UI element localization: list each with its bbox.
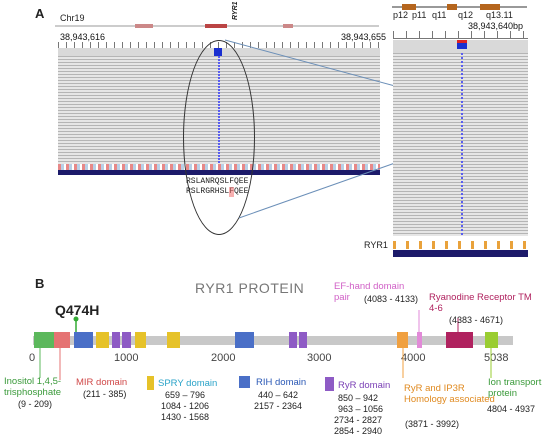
axis-tick-3000: 3000 — [307, 352, 332, 364]
ryr-range-4: 2854 - 2940 — [334, 426, 383, 436]
ruler-right — [393, 31, 528, 39]
ryanodine-range: (4383 - 4671) — [449, 315, 504, 325]
coord-left: 38,943,616 — [60, 32, 106, 42]
rih-range-2: 2157 - 2364 — [254, 401, 303, 411]
spry-range-2: 1084 - 1206 — [161, 401, 210, 411]
ryr-range-1: 850 – 942 — [338, 393, 379, 403]
axis-tick-2000: 2000 — [211, 352, 236, 364]
domain-ryanodine — [446, 332, 473, 348]
inositol-title: Inositol 1,4,5-trisphosphate — [4, 376, 62, 398]
ryr-ip3r-range: (3871 - 3992) — [405, 419, 460, 429]
chrom-ideogram-left — [55, 22, 379, 30]
inositol-range: (9 - 209) — [18, 399, 53, 409]
spry-range-3: 1430 - 1568 — [161, 412, 210, 422]
highlight-ellipse — [183, 40, 255, 235]
ryanodine-title: Ryanodine Receptor TM 4-6 — [429, 292, 532, 314]
domain-spry-3 — [167, 332, 180, 348]
domain-spry-1 — [96, 332, 109, 348]
spry-title: SPRY domain — [158, 378, 218, 389]
reads-panel-right — [393, 53, 528, 236]
domain-spry-2 — [135, 332, 146, 348]
panel-b-label: B — [35, 276, 45, 291]
mir-range: (211 - 385) — [83, 389, 127, 399]
domain-ef-hand — [417, 332, 422, 348]
spry-range-1: 659 – 796 — [165, 390, 206, 400]
band-q13: q13.11 — [486, 10, 513, 20]
domain-ryr-2 — [122, 332, 131, 348]
panel-a-label: A — [35, 6, 45, 21]
coord-right: 38,943,655 — [341, 32, 387, 42]
domain-ryr-3 — [289, 332, 297, 348]
band-q12: q12 — [458, 10, 474, 20]
ef-hand-range: (4083 - 4133) — [364, 294, 419, 304]
aa-sequence-alt: RSLRGRHSLFQEE — [186, 187, 249, 196]
axis-tick-1000: 1000 — [114, 352, 139, 364]
domain-inositol — [34, 332, 54, 348]
protein-backbone — [33, 336, 513, 345]
domain-ryr-4 — [299, 332, 307, 348]
domain-ion — [485, 332, 498, 348]
coord-zoom: 38,943,640bp — [468, 21, 524, 31]
ryr-ip3r-title: RyR and IP3R Homology associated — [404, 383, 495, 405]
domain-ryr-1 — [112, 332, 120, 348]
band-p11: p11 — [412, 10, 427, 20]
chrom-label: Chr19 — [60, 13, 85, 23]
spry-legend-swatch — [147, 376, 154, 390]
axis-tick-0: 0 — [29, 352, 36, 364]
mutation-label: Q474H — [55, 302, 100, 318]
chrom-ideogram-right — [392, 4, 527, 10]
domain-rih-1 — [74, 332, 93, 348]
ion-title: Ion transport protein — [488, 377, 542, 399]
domain-mir — [54, 332, 70, 348]
aa-sequence-ref: RSLANRQSLFQEE — [186, 177, 249, 186]
axis-tick-5038: 5038 — [484, 352, 509, 364]
coverage-track-right — [393, 40, 528, 53]
ryr-range-3: 2734 - 2827 — [334, 415, 383, 425]
band-p12: p12 — [393, 10, 409, 20]
ion-range: 4804 - 4937 — [487, 404, 536, 414]
protein-title: RYR1 PROTEIN — [195, 280, 305, 296]
variant-highlight — [229, 187, 234, 197]
domain-ryr-ip3r — [397, 332, 408, 348]
sequence-track-right — [393, 241, 528, 249]
axis-tick-4000: 4000 — [401, 352, 426, 364]
gene-track-right — [393, 250, 528, 257]
ryr-range-2: 963 – 1056 — [338, 404, 384, 414]
domain-rih-2 — [235, 332, 254, 348]
gene-label-bottom: RYR1 — [364, 240, 388, 250]
ef-hand-title: EF-hand domain pair — [334, 281, 405, 303]
rih-legend-swatch — [239, 376, 250, 388]
rih-range-1: 440 – 642 — [258, 390, 299, 400]
band-q11: q11 — [432, 10, 447, 20]
ryr-title: RyR domain — [338, 380, 391, 391]
rih-title: RIH domain — [256, 377, 307, 388]
mir-title: MIR domain — [76, 377, 128, 388]
ryr-legend-swatch — [325, 377, 334, 391]
